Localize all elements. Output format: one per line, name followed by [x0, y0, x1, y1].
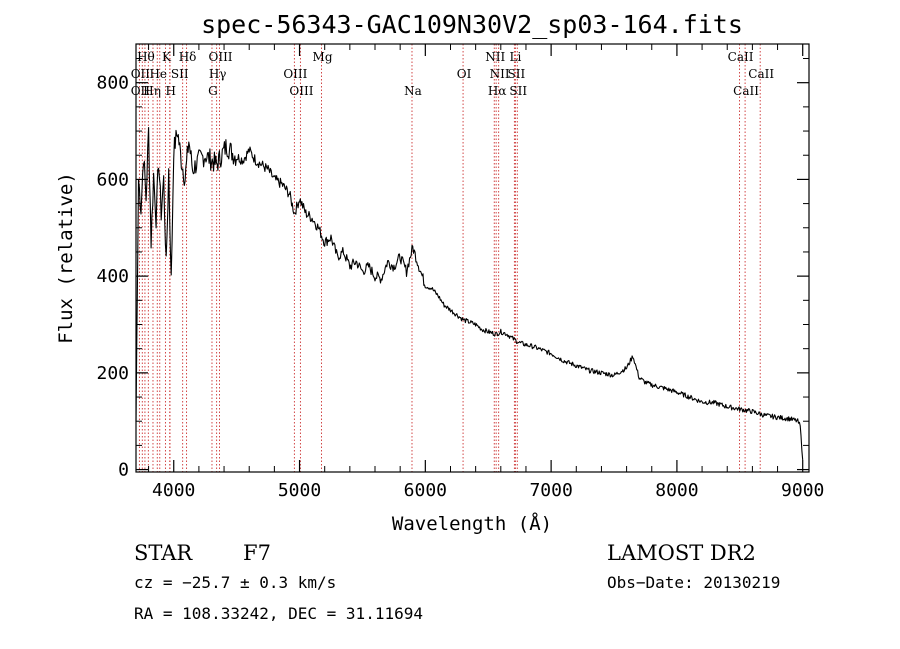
coordinates: RA = 108.33242, DEC = 31.11694 — [134, 604, 423, 623]
survey-name: LAMOST DR2 — [607, 541, 756, 565]
y-axis-ticks: 0 200 400 600 800 — [96, 58, 809, 481]
object-subclass: F7 — [243, 541, 271, 565]
spectral-line-label: SII — [508, 67, 526, 81]
spectrum-line — [135, 127, 804, 460]
spectral-line-label: He — [149, 67, 167, 81]
x-tick-label: 8000 — [655, 480, 698, 501]
x-axis-ticks: 4000 5000 6000 7000 8000 9000 — [148, 44, 824, 501]
x-tick-label: 6000 — [404, 480, 447, 501]
plot-frame — [135, 43, 810, 473]
x-tick-label: 5000 — [278, 480, 321, 501]
object-class: STAR — [134, 541, 193, 565]
spectral-line-label: H — [165, 84, 175, 98]
y-tick-label: 400 — [96, 266, 129, 287]
spectral-line-label: G — [208, 84, 218, 98]
spectral-line-label: NII — [490, 67, 510, 81]
spectral-line-label: OI — [457, 67, 472, 81]
spectral-line-label: OII — [131, 67, 151, 81]
spectral-line-label: K — [162, 50, 172, 64]
spectral-line-label: Hδ — [179, 50, 197, 64]
y-tick-label: 600 — [96, 169, 129, 190]
x-tick-label: 4000 — [152, 480, 195, 501]
spectral-line-label: CaII — [733, 84, 759, 98]
spectral-line-label: Li — [509, 50, 521, 64]
y-axis-label: Flux (relative) — [55, 172, 77, 344]
obs-date: Obs−Date: 20130219 — [607, 573, 780, 592]
y-tick-label: 0 — [118, 460, 129, 481]
chart-title: spec-56343-GAC109N30V2_sp03-164.fits — [201, 10, 743, 39]
spectral-line-label: OIII — [208, 50, 232, 64]
x-tick-label: 7000 — [529, 480, 572, 501]
spectral-line-label: CaII — [748, 67, 774, 81]
spectral-line-label: OIII — [283, 67, 307, 81]
spectral-line-label: CaII — [728, 50, 754, 64]
spectral-line-label: SII — [171, 67, 189, 81]
spectral-line-label: NII — [485, 50, 505, 64]
x-axis-label: Wavelength (Å) — [392, 512, 552, 535]
spectral-line-label: Hα — [488, 84, 507, 98]
spectral-line-markers — [138, 44, 761, 472]
spectral-line-label: Mg — [313, 50, 333, 64]
spectral-line-label: Na — [404, 84, 422, 98]
spectral-line-label: Hγ — [209, 67, 227, 81]
spectral-line-label: SII — [509, 84, 527, 98]
spectral-line-label: Hθ — [137, 50, 155, 64]
spectral-line-label: Hη — [143, 84, 161, 98]
redshift-cz: cz = −25.7 ± 0.3 km/s — [134, 573, 336, 592]
spectral-line-label: OIII — [289, 84, 313, 98]
y-tick-label: 800 — [96, 73, 129, 94]
x-tick-label: 9000 — [781, 480, 824, 501]
y-tick-label: 200 — [96, 363, 129, 384]
